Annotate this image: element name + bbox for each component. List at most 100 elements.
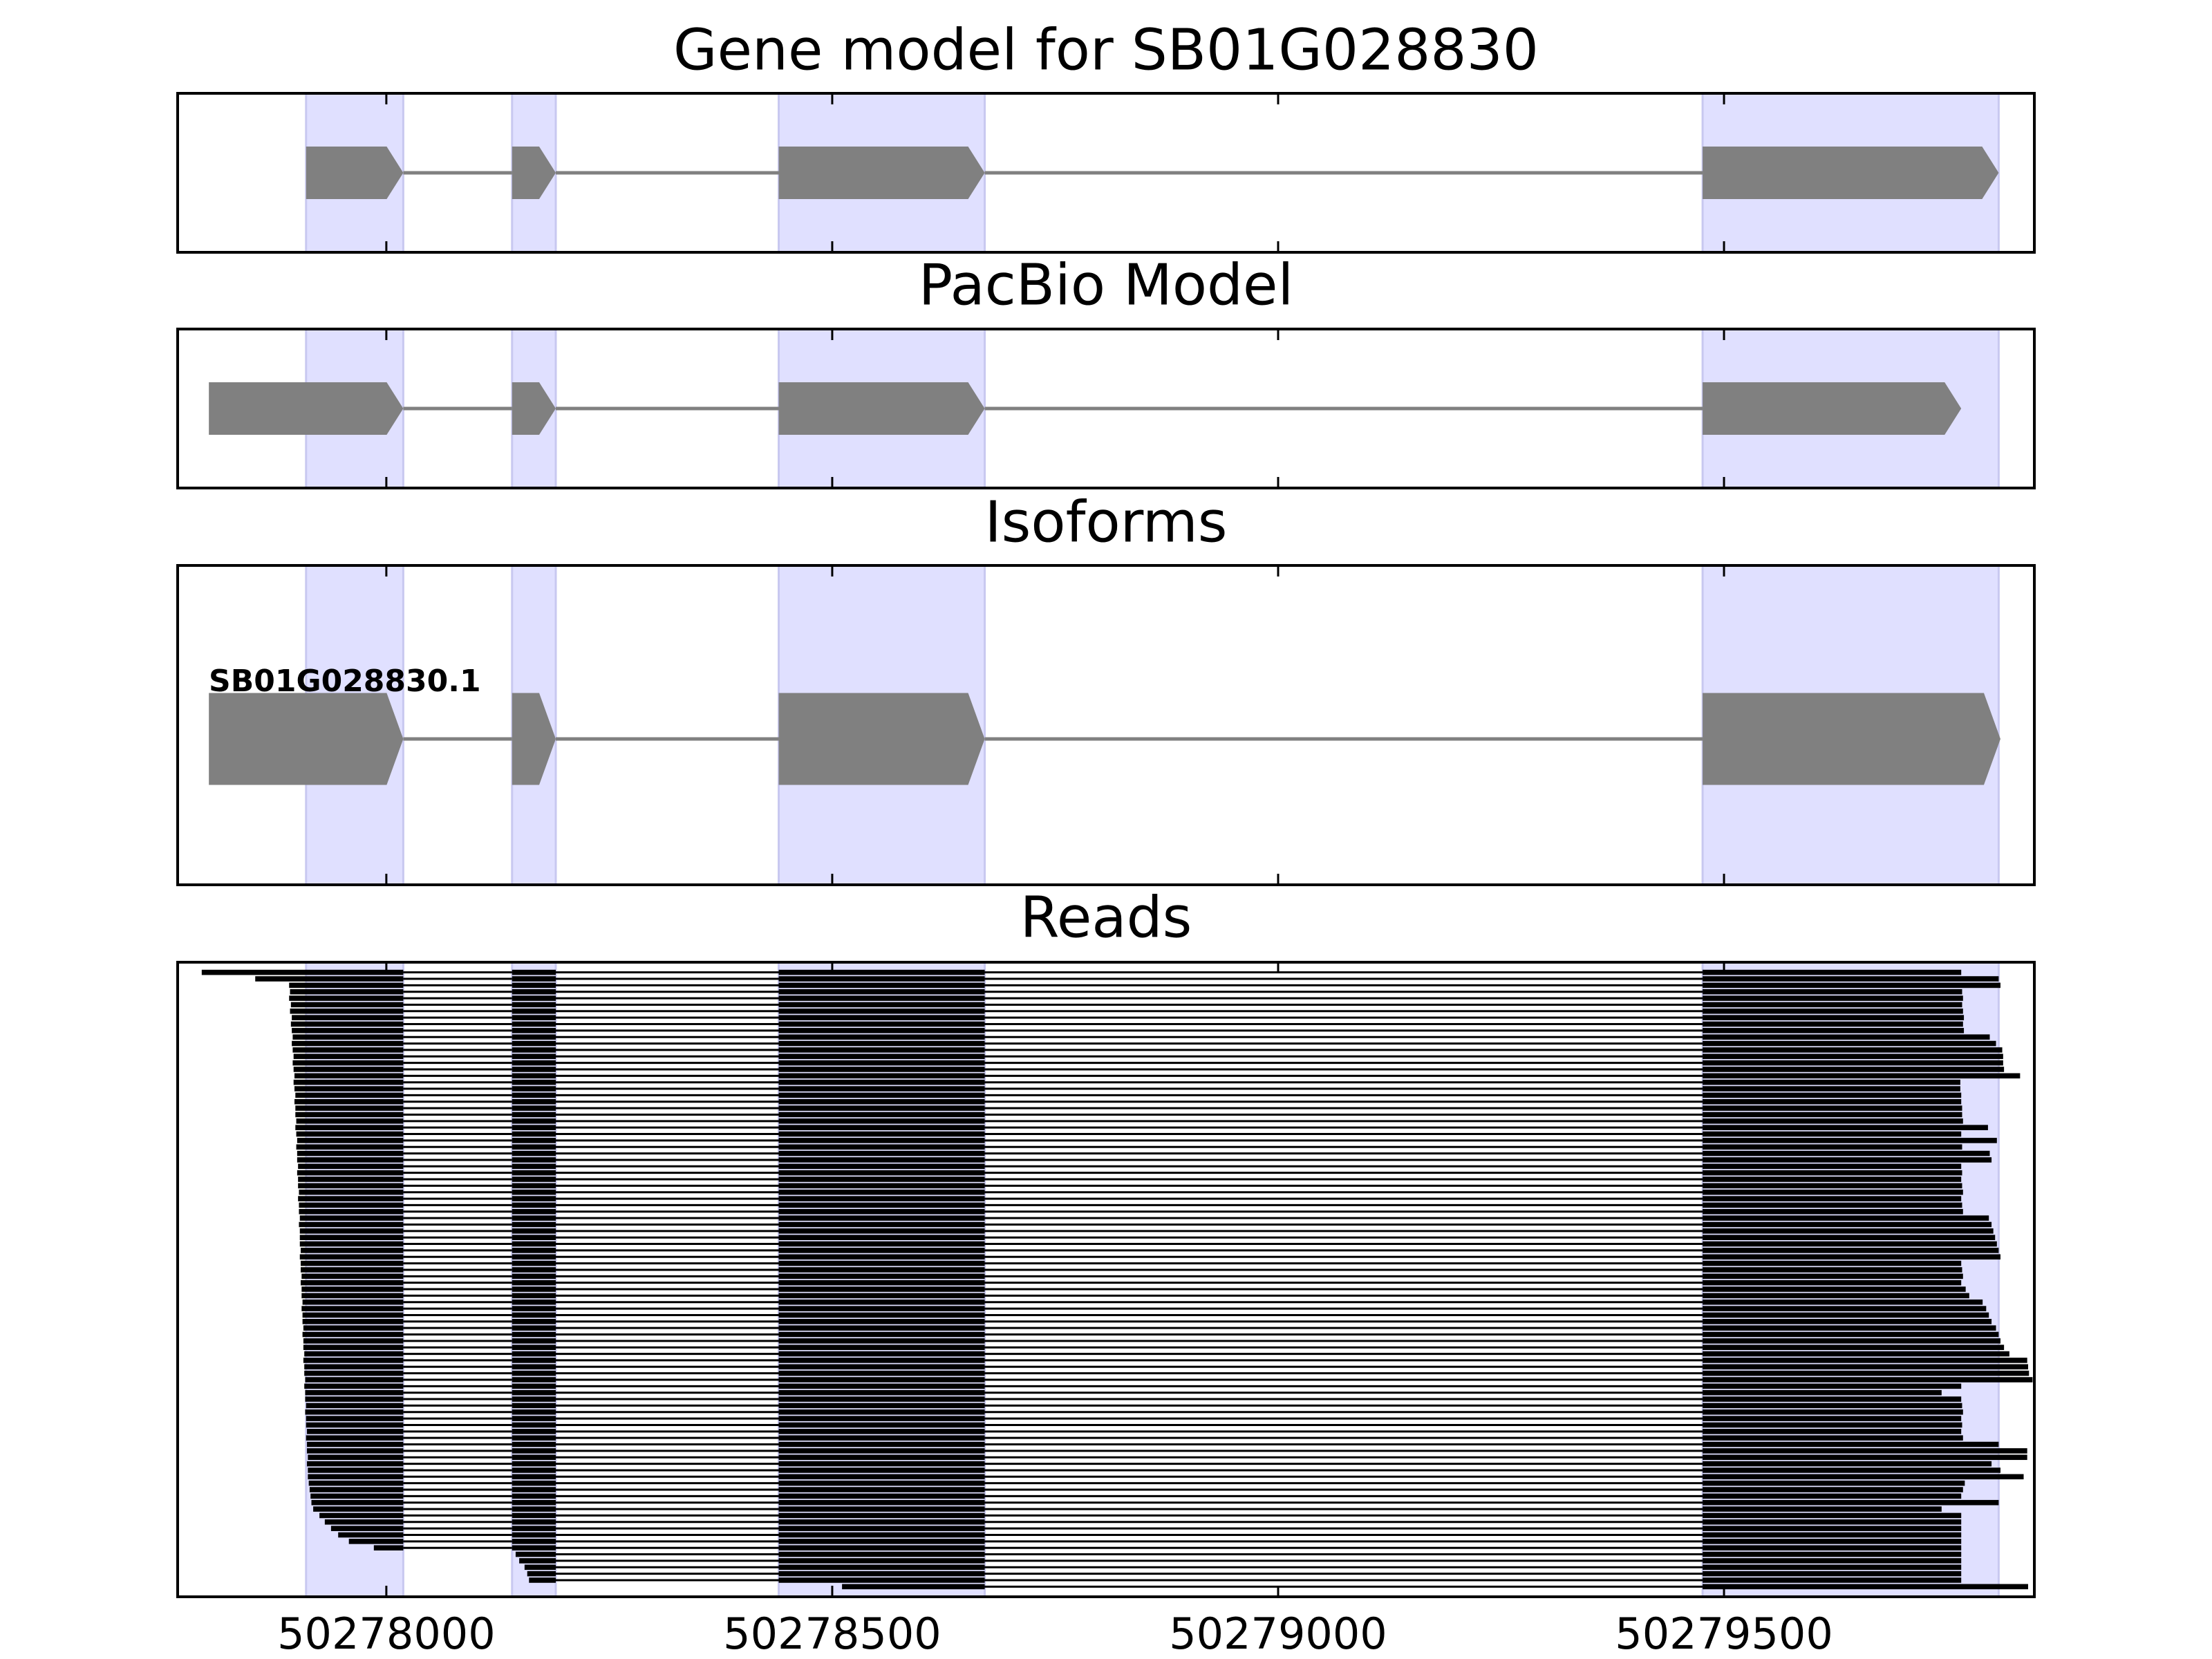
read-block bbox=[778, 1331, 985, 1338]
read-block bbox=[778, 1383, 985, 1389]
read-block bbox=[512, 1448, 556, 1454]
read-block bbox=[1703, 1499, 1999, 1506]
read-block bbox=[301, 1293, 404, 1299]
read-block bbox=[1703, 1034, 1990, 1040]
x-tick-label: 50278000 bbox=[277, 1609, 496, 1659]
read-block bbox=[512, 1009, 556, 1014]
read-block bbox=[515, 1551, 556, 1557]
read-block bbox=[778, 1079, 985, 1085]
read-block bbox=[512, 982, 556, 988]
read-block bbox=[512, 1183, 556, 1189]
x-tick-label: 50279500 bbox=[1615, 1609, 1833, 1659]
read-block bbox=[1703, 1009, 1963, 1014]
read-block bbox=[778, 1248, 985, 1253]
read-block bbox=[304, 1364, 404, 1370]
read-block bbox=[512, 1125, 556, 1130]
read-block bbox=[304, 1383, 404, 1389]
read-block bbox=[512, 1028, 556, 1033]
read-block bbox=[1703, 976, 1999, 982]
read-block bbox=[1703, 1441, 1999, 1447]
read-block bbox=[512, 1519, 556, 1525]
read-block bbox=[1703, 1208, 1963, 1215]
read-block bbox=[1703, 1021, 1963, 1027]
read-block bbox=[512, 1241, 556, 1247]
read-block bbox=[512, 1416, 556, 1421]
exon bbox=[778, 693, 985, 785]
read-block bbox=[1703, 1299, 1983, 1305]
read-block bbox=[778, 1499, 985, 1506]
read-block bbox=[519, 1558, 556, 1564]
read-block bbox=[778, 1389, 985, 1396]
read-block bbox=[1703, 1067, 2005, 1072]
read-block bbox=[512, 1499, 556, 1506]
read-block bbox=[1703, 1487, 1963, 1492]
read-block bbox=[778, 1040, 985, 1047]
read-block bbox=[292, 1034, 404, 1040]
read-block bbox=[1703, 969, 1962, 975]
read-block bbox=[1703, 1177, 1962, 1182]
read-block bbox=[1703, 1073, 2021, 1079]
read-block bbox=[778, 1454, 985, 1461]
read-block bbox=[296, 1144, 404, 1150]
read-block bbox=[313, 1506, 404, 1512]
read-block bbox=[778, 1506, 985, 1512]
read-block bbox=[1703, 1396, 1962, 1402]
read-block bbox=[778, 1370, 985, 1376]
read-block bbox=[778, 1299, 985, 1305]
read-block bbox=[1703, 1448, 2027, 1454]
read-block bbox=[308, 1468, 404, 1473]
read-block bbox=[1703, 1138, 1997, 1143]
read-block bbox=[308, 1454, 404, 1461]
read-block bbox=[778, 1519, 985, 1525]
read-block bbox=[778, 1215, 985, 1221]
read-block bbox=[292, 1015, 404, 1020]
read-block bbox=[1703, 1422, 1962, 1428]
exon bbox=[778, 382, 985, 435]
read-block bbox=[1703, 1015, 1965, 1020]
read-block bbox=[512, 1215, 556, 1221]
read-block bbox=[298, 1163, 404, 1170]
read-block bbox=[1703, 1221, 1992, 1228]
read-block bbox=[512, 1047, 556, 1053]
read-block bbox=[778, 1208, 985, 1215]
read-block bbox=[512, 1480, 556, 1486]
read-block bbox=[512, 1086, 556, 1091]
read-block bbox=[512, 1409, 556, 1415]
read-block bbox=[778, 1131, 985, 1137]
exon bbox=[1703, 147, 1999, 199]
read-block bbox=[512, 1506, 556, 1512]
exon bbox=[1703, 382, 1962, 435]
panel-frame bbox=[176, 961, 2036, 1598]
read-block bbox=[1703, 1248, 1999, 1253]
panel-frame bbox=[176, 564, 2036, 886]
read-block bbox=[1703, 1383, 1962, 1389]
read-block bbox=[292, 1040, 404, 1047]
read-block bbox=[512, 1441, 556, 1447]
read-block bbox=[778, 1009, 985, 1014]
read-block bbox=[1703, 1118, 1963, 1124]
read-block bbox=[778, 1474, 985, 1480]
read-block bbox=[1703, 1241, 1997, 1247]
read-block bbox=[1703, 1260, 1962, 1266]
read-block bbox=[290, 1009, 404, 1014]
read-block bbox=[778, 1028, 985, 1033]
read-block bbox=[294, 1098, 404, 1105]
exon bbox=[778, 147, 985, 199]
read-block bbox=[524, 1564, 556, 1571]
read-block bbox=[512, 1383, 556, 1389]
read-block bbox=[1703, 982, 2000, 988]
read-block bbox=[299, 1189, 404, 1195]
read-block bbox=[778, 1163, 985, 1170]
read-block bbox=[778, 1189, 985, 1195]
read-block bbox=[1703, 1319, 1992, 1324]
read-block bbox=[512, 1493, 556, 1499]
read-block bbox=[512, 1422, 556, 1428]
read-block bbox=[309, 1487, 404, 1492]
read-block bbox=[298, 1177, 404, 1182]
read-block bbox=[348, 1539, 404, 1544]
read-block bbox=[512, 1474, 556, 1480]
read-block bbox=[1703, 1409, 1963, 1415]
read-block bbox=[778, 1532, 985, 1538]
read-block bbox=[778, 1358, 985, 1363]
